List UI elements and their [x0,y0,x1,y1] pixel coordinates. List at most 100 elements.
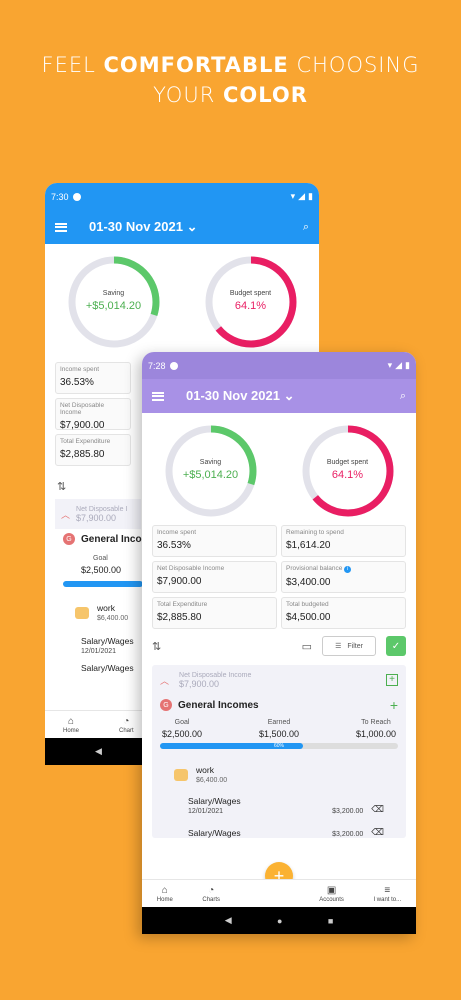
card-total-expenditure: Total Expenditure $2,885.80 [152,597,277,629]
filter-button[interactable]: ☰ Filter [322,636,376,656]
progress-label: 60% [273,743,284,749]
app-bar: 01-30 Nov 2021 ⌄ ⌕ [142,379,416,413]
coins-icon [174,768,188,781]
summary-rings: Saving +$5,014.20 Budget spent 64.1% [142,413,416,525]
home-icon: ⌂ [67,715,75,727]
salary-row-2[interactable]: Salary/Wages $3,200.00 ⌫ [188,827,384,838]
add-income-button[interactable]: + [389,697,398,713]
work-row[interactable]: work $6,400.00 [45,587,319,622]
check-tag-icon: ✓ [391,640,401,652]
status-bar: 7:30 ▾ ◢ ▮ [45,183,319,210]
status-time: 7:30 [51,191,69,202]
date-range-selector[interactable]: 01-30 Nov 2021 ⌄ [89,219,198,234]
add-category-button[interactable]: + [386,674,398,686]
saving-ring: Saving +$5,014.20 [64,252,164,352]
chart-icon: ◔ [208,884,215,896]
sort-icon[interactable]: ⇅ [152,640,162,653]
status-bar: 7:28 ▾ ◢ ▮ [142,352,416,379]
date-range-selector[interactable]: 01-30 Nov 2021 ⌄ [186,388,295,403]
delete-icon[interactable]: ⌫ [371,804,384,814]
status-icons: ▾ ◢ ▮ [291,191,313,202]
nav-i-want-to[interactable]: ≡ I want to... [373,884,402,903]
saving-ring: Saving +$5,014.20 [161,421,261,521]
status-icons: ▾ ◢ ▮ [388,360,410,371]
wifi-icon: ▾ [387,360,393,370]
info-icon: i [344,566,352,573]
budget-ring: Budget spent 64.1% [201,252,301,352]
summary-rings: Saving +$5,014.20 Budget spent 64.1% [45,244,319,356]
summary-cards: Income spent 36.53% Remaining to spend $1,… [142,525,416,629]
recents-icon[interactable]: ■ [327,915,334,926]
bottom-nav: ⌂ Home ◔ Charts ▣ Accounts ≡ I want to... [142,879,416,907]
collapse-icon: ︿ [61,509,71,520]
card-ndi: Net Disposable Income $7,900.00 [152,561,277,593]
nav-charts[interactable]: ◔ Charts [202,884,221,903]
signal-icon: ◢ [395,360,403,370]
category-badge: G [160,699,172,711]
goal-label: Goal [93,555,108,562]
saving-value: +$5,014.20 [182,469,239,481]
coins-icon [75,606,89,619]
salary-row-1[interactable]: Salary/Wages 12/01/2021 $3,200.00 ⌫ [188,796,384,815]
saving-value: +$5,014.20 [85,300,142,312]
salary-row-1[interactable]: Salary/Wages 12/01/2021 [81,636,134,655]
wallet-icon: ▣ [326,884,337,896]
stat-to-reach: To Reach $1,000.00 [355,719,396,739]
promo-headline: FEEL COMFORTABLE CHOOSING YOUR COLOR [41,53,420,107]
saving-arc [165,425,256,517]
nav-charts[interactable]: ◔ Chart [119,715,134,734]
app-notification-icon [72,192,81,201]
chart-icon: ◔ [123,715,130,727]
saving-label: Saving [102,290,125,297]
card-view-icon[interactable]: ▭ [301,640,312,653]
general-incomes-header[interactable]: G General Incomes + [152,695,406,715]
goal-value: $2,500.00 [81,565,122,575]
section-ndi[interactable]: ︿ Net Disposable Income $7,900.00 + [152,665,406,695]
budget-value: 64.1% [234,300,267,312]
sort-icon[interactable]: ⇅ [57,481,67,493]
budget-label: Budget spent [326,459,369,466]
wifi-icon: ▾ [290,191,296,201]
status-time: 7:28 [148,360,166,371]
back-icon[interactable]: ◀ [224,915,232,925]
battery-icon: ▮ [308,191,313,201]
mark-paid-button[interactable]: ✓ [386,636,406,656]
nav-home[interactable]: ⌂ Home [63,715,80,734]
section-ndi[interactable]: ︿ Net Disposable I $7,900.00 [55,499,141,529]
collapse-icon[interactable]: ︿ [160,675,170,686]
budget-label: Budget spent [229,290,272,297]
app-bar: 01-30 Nov 2021 ⌄ ⌕ [45,210,319,244]
delete-icon[interactable]: ⌫ [371,827,384,837]
back-icon[interactable]: ◀ [95,746,102,756]
hamburger-menu-icon[interactable] [55,222,67,232]
system-nav-bar: ◀ ● ■ [142,907,416,934]
card-remaining-to-spend: Remaining to spend $1,614.20 [281,525,406,557]
income-stats: Goal $2,500.00 Earned $1,500.00 To Reach $1… [152,715,406,739]
saving-label: Saving [199,459,222,466]
income-progress-bar: 60% [160,743,398,749]
work-row[interactable]: work $6,400.00 [152,749,406,784]
stat-earned: Earned $1,500.00 [258,719,300,739]
signal-icon: ◢ [298,191,306,201]
nav-home[interactable]: ⌂ Home [156,884,173,903]
card-provisional-balance[interactable]: Provisional balance i $3,400.00 [281,561,406,593]
search-icon[interactable]: ⌕ [302,220,309,233]
goal-progress-bar [63,581,143,587]
budget-value: 64.1% [331,469,364,481]
card-ndi: Net Disposable Income $7,900.00 [55,398,131,431]
general-incomes-header[interactable]: G General Incom [45,529,319,549]
hamburger-menu-icon[interactable] [152,391,164,401]
category-badge: G [63,533,75,545]
home-circle-icon[interactable]: ● [277,915,283,926]
card-total-budgeted: Total budgeted $4,500.00 [281,597,406,629]
search-icon[interactable]: ⌕ [399,389,406,402]
budget-arc [302,425,393,517]
menu-icon: ≡ [384,884,391,896]
summary-cards: Income spent 36.53% Net Disposable Income… [45,356,141,466]
home-icon: ⌂ [161,884,168,896]
nav-accounts[interactable]: ▣ Accounts [319,884,344,903]
stat-goal: Goal $2,500.00 [162,719,203,739]
budget-section: ︿ Net Disposable Income $7,900.00 + G Gene… [152,665,406,838]
card-total-expenditure: Total Expenditure $2,885.80 [55,434,131,466]
salary-row-2[interactable]: Salary/Wages [81,663,134,673]
